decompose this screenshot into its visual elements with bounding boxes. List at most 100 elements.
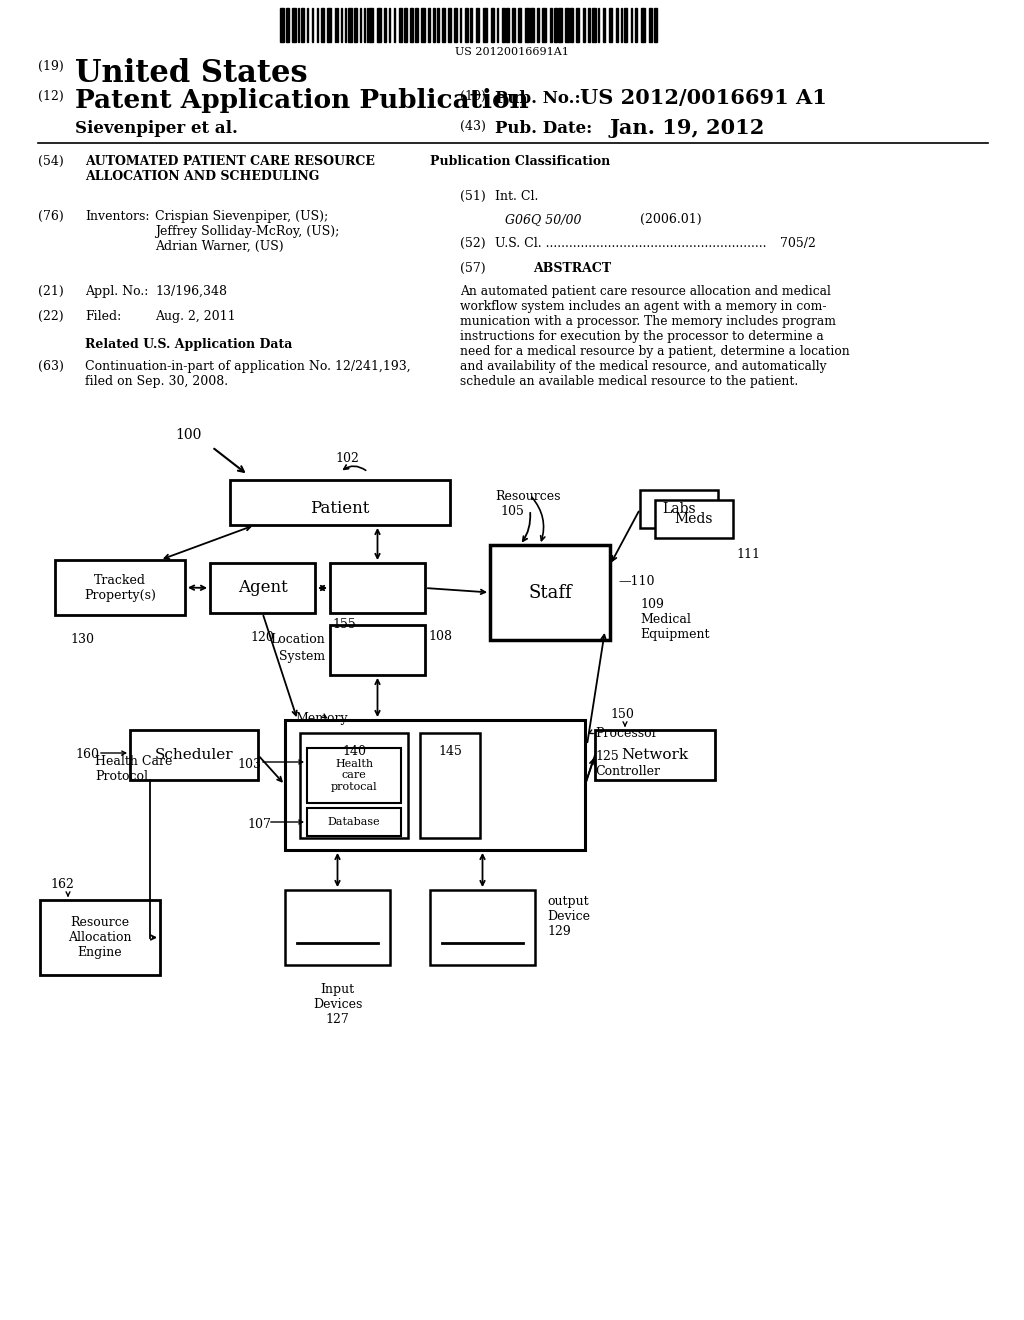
Bar	[609, 8, 612, 42]
Bar	[330, 564, 425, 612]
Text: (76): (76)	[38, 210, 63, 223]
Text: (22): (22)	[38, 310, 63, 323]
Text: Crispian Sievenpiper, (US);
Jeffrey Solliday-McRoy, (US);
Adrian Warner, (US): Crispian Sievenpiper, (US); Jeffrey Soll…	[155, 210, 339, 253]
Text: 100: 100	[175, 428, 202, 442]
Text: Resources: Resources	[495, 490, 560, 503]
Text: Sievenpiper et al.: Sievenpiper et al.	[75, 120, 238, 137]
Text: Network: Network	[622, 748, 688, 762]
Text: 150: 150	[610, 708, 634, 721]
Bar	[616, 8, 618, 42]
Text: (43): (43)	[460, 120, 485, 133]
Bar	[490, 8, 494, 42]
Bar	[537, 8, 539, 42]
Bar	[575, 8, 579, 42]
Text: Tracked
Property(s): Tracked Property(s)	[84, 573, 156, 602]
Bar	[285, 890, 390, 965]
Text: Patent Application Publication: Patent Application Publication	[75, 88, 528, 114]
Text: (51): (51)	[460, 190, 485, 203]
Bar	[442, 8, 445, 42]
Bar	[592, 8, 596, 42]
Bar	[354, 8, 357, 42]
Bar	[433, 8, 435, 42]
Bar	[603, 8, 605, 42]
Bar	[285, 719, 585, 850]
Text: US 20120016691A1: US 20120016691A1	[455, 48, 569, 57]
Text: Memory: Memory	[295, 711, 347, 725]
Text: Pub. Date:: Pub. Date:	[495, 120, 592, 137]
Text: 111: 111	[736, 548, 760, 561]
Text: Health Care
Protocol: Health Care Protocol	[95, 755, 172, 783]
Bar	[641, 8, 645, 42]
Text: AUTOMATED PATIENT CARE RESOURCE
ALLOCATION AND SCHEDULING: AUTOMATED PATIENT CARE RESOURCE ALLOCATI…	[85, 154, 375, 183]
Bar	[130, 730, 258, 780]
Bar	[292, 8, 296, 42]
Text: (57): (57)	[460, 261, 485, 275]
Bar	[280, 8, 284, 42]
Text: United States: United States	[75, 58, 307, 88]
Text: Scheduler: Scheduler	[155, 748, 233, 762]
Bar	[437, 8, 439, 42]
Bar	[420, 733, 480, 838]
Bar	[330, 624, 425, 675]
Text: 102: 102	[335, 451, 358, 465]
Bar	[55, 560, 185, 615]
Bar	[399, 8, 402, 42]
Bar	[301, 8, 304, 42]
Bar	[530, 8, 534, 42]
Bar	[554, 8, 557, 42]
Text: U.S. Cl. .........................................................: U.S. Cl. ...............................…	[495, 238, 767, 249]
Bar	[476, 8, 479, 42]
Text: Aug. 2, 2011: Aug. 2, 2011	[155, 310, 236, 323]
Text: Related U.S. Application Data: Related U.S. Application Data	[85, 338, 293, 351]
Bar	[518, 8, 521, 42]
Bar	[506, 8, 509, 42]
Text: Location: Location	[270, 634, 325, 645]
Bar	[369, 8, 373, 42]
Text: (10): (10)	[460, 90, 485, 103]
Bar	[428, 8, 430, 42]
Bar	[542, 8, 546, 42]
Bar	[565, 8, 569, 42]
Bar	[550, 8, 552, 42]
Bar	[421, 8, 425, 42]
Bar	[525, 8, 529, 42]
Text: 120: 120	[251, 631, 274, 644]
Text: Database: Database	[328, 817, 380, 828]
Text: Labs: Labs	[663, 502, 696, 516]
Text: 108: 108	[428, 630, 452, 643]
Bar	[640, 490, 718, 528]
Text: (19): (19)	[38, 59, 63, 73]
Bar	[415, 8, 418, 42]
Bar	[210, 564, 315, 612]
Text: —110: —110	[618, 576, 654, 587]
Text: Continuation-in-part of application No. 12/241,193,
filed on Sep. 30, 2008.: Continuation-in-part of application No. …	[85, 360, 411, 388]
Text: Filed:: Filed:	[85, 310, 121, 323]
Text: (12): (12)	[38, 90, 63, 103]
Bar	[404, 8, 407, 42]
Text: Meds: Meds	[675, 512, 714, 525]
Bar	[595, 730, 715, 780]
Bar	[502, 8, 505, 42]
Bar	[40, 900, 160, 975]
Text: 109
Medical
Equipment: 109 Medical Equipment	[640, 598, 710, 642]
Bar	[327, 8, 331, 42]
Text: 705/2: 705/2	[780, 238, 816, 249]
Text: Publication Classification: Publication Classification	[430, 154, 610, 168]
Bar	[430, 890, 535, 965]
Bar	[384, 8, 386, 42]
Text: System: System	[279, 649, 325, 663]
Text: ABSTRACT: ABSTRACT	[532, 261, 611, 275]
Bar	[558, 8, 562, 42]
Bar	[570, 8, 573, 42]
Bar	[321, 8, 324, 42]
Text: 105: 105	[500, 506, 524, 517]
Text: 125
Controller: 125 Controller	[595, 750, 660, 777]
Text: (54): (54)	[38, 154, 63, 168]
Bar	[377, 8, 381, 42]
Bar	[655, 500, 733, 539]
Text: (2006.01): (2006.01)	[640, 213, 701, 226]
Bar	[483, 8, 487, 42]
Text: Staff: Staff	[528, 583, 571, 602]
Text: output
Device
129: output Device 129	[547, 895, 590, 939]
Bar	[649, 8, 652, 42]
